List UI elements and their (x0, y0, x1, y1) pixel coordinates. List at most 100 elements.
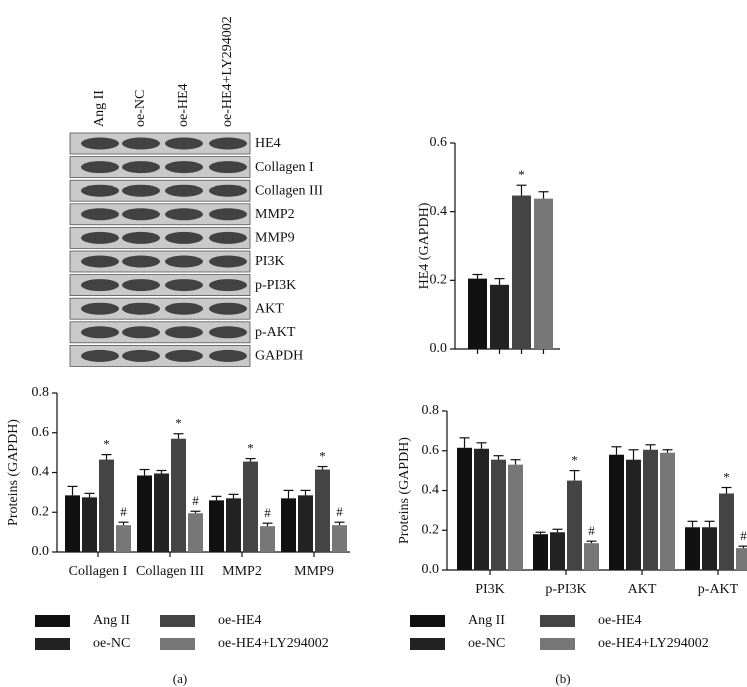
significance-mark: # (336, 504, 343, 519)
protein-label: PI3K (255, 254, 285, 269)
legend-label: oe-NC (93, 636, 130, 651)
y-tick-label: 0.2 (430, 273, 448, 288)
bar (491, 459, 506, 570)
blot-band (209, 279, 247, 292)
protein-label: p-PI3K (255, 278, 296, 293)
blot-band (122, 326, 160, 339)
legend-label: oe-HE4+LY294002 (218, 636, 329, 651)
y-axis-label: Proteins (GAPDH) (6, 419, 21, 526)
bar (719, 493, 734, 570)
blot-band (122, 279, 160, 292)
blot-band (165, 208, 203, 221)
significance-mark: * (571, 453, 578, 468)
blot-band (209, 208, 247, 221)
bar (188, 513, 203, 552)
legend-swatch (160, 638, 195, 650)
blot-band (165, 349, 203, 362)
bar (99, 459, 114, 552)
blot-band (81, 255, 119, 268)
bar (567, 480, 582, 570)
blot-band (209, 326, 247, 339)
bar (512, 195, 531, 349)
bar (260, 526, 275, 552)
blot-band (165, 279, 203, 292)
panel-label: (a) (173, 671, 187, 686)
y-tick-label: 0.6 (32, 425, 50, 440)
x-tick-label: p-PI3K (545, 582, 586, 597)
y-axis-label: Proteins (GAPDH) (397, 437, 412, 544)
significance-mark: # (740, 528, 747, 543)
bar (332, 525, 347, 552)
blot-band (165, 302, 203, 315)
bar (534, 198, 553, 349)
bar (702, 527, 717, 570)
bar (550, 532, 565, 570)
bar (243, 461, 258, 552)
bar (533, 534, 548, 570)
blot-band (122, 231, 160, 244)
blot-band (122, 208, 160, 221)
lane-label: oe-HE4+LY294002 (220, 16, 235, 127)
significance-mark: # (588, 523, 595, 538)
bar (736, 548, 747, 570)
y-tick-label: 0.0 (32, 544, 50, 559)
blot-band (209, 184, 247, 197)
x-tick-label: MMP9 (294, 564, 334, 579)
legend-label: oe-HE4 (218, 613, 262, 628)
x-tick-label: Collagen I (69, 564, 128, 579)
lane-label: oe-NC (133, 90, 148, 127)
blot-band (122, 161, 160, 174)
bar (584, 543, 599, 570)
y-tick-label: 0.8 (422, 403, 440, 418)
blot-band (165, 255, 203, 268)
y-tick-label: 0.0 (430, 341, 448, 356)
significance-mark: * (723, 470, 730, 485)
bar (457, 447, 472, 570)
bar (474, 448, 489, 570)
x-tick-label: AKT (628, 582, 657, 597)
blot-band (165, 326, 203, 339)
legend-swatch (160, 615, 195, 627)
bar (116, 525, 131, 552)
blot-band (81, 279, 119, 292)
x-tick-label: PI3K (475, 582, 505, 597)
y-tick-label: 0.6 (430, 135, 448, 150)
bar (508, 464, 523, 570)
bar (643, 449, 658, 570)
protein-label: GAPDH (255, 349, 303, 364)
blot-band (209, 255, 247, 268)
blot-band (81, 208, 119, 221)
panel-label: (b) (555, 671, 570, 686)
y-tick-label: 0.0 (422, 562, 440, 577)
blot-band (209, 161, 247, 174)
legend-label: oe-HE4 (598, 613, 642, 628)
bar (468, 278, 487, 349)
blot-band (122, 137, 160, 150)
lane-label: Ang II (92, 90, 107, 127)
legend-label: oe-NC (468, 636, 505, 651)
bar (171, 438, 186, 552)
blot-band (209, 302, 247, 315)
bar (209, 500, 224, 552)
bar (626, 459, 641, 570)
significance-mark: * (247, 441, 254, 456)
significance-mark: * (175, 416, 182, 431)
bar (281, 498, 296, 552)
x-tick-label: p-AKT (698, 582, 739, 597)
protein-label: MMP2 (255, 207, 295, 222)
significance-mark: # (264, 505, 271, 520)
significance-mark: * (319, 449, 326, 464)
significance-mark: # (192, 493, 199, 508)
bar (298, 495, 313, 552)
legend-label: Ang II (468, 613, 505, 628)
significance-mark: * (518, 167, 525, 182)
blot-band (122, 255, 160, 268)
blot-band (81, 302, 119, 315)
bar (315, 469, 330, 552)
y-tick-label: 0.2 (32, 504, 50, 519)
blot-band (81, 231, 119, 244)
blot-band (81, 184, 119, 197)
blot-band (81, 349, 119, 362)
legend-swatch (410, 638, 445, 650)
